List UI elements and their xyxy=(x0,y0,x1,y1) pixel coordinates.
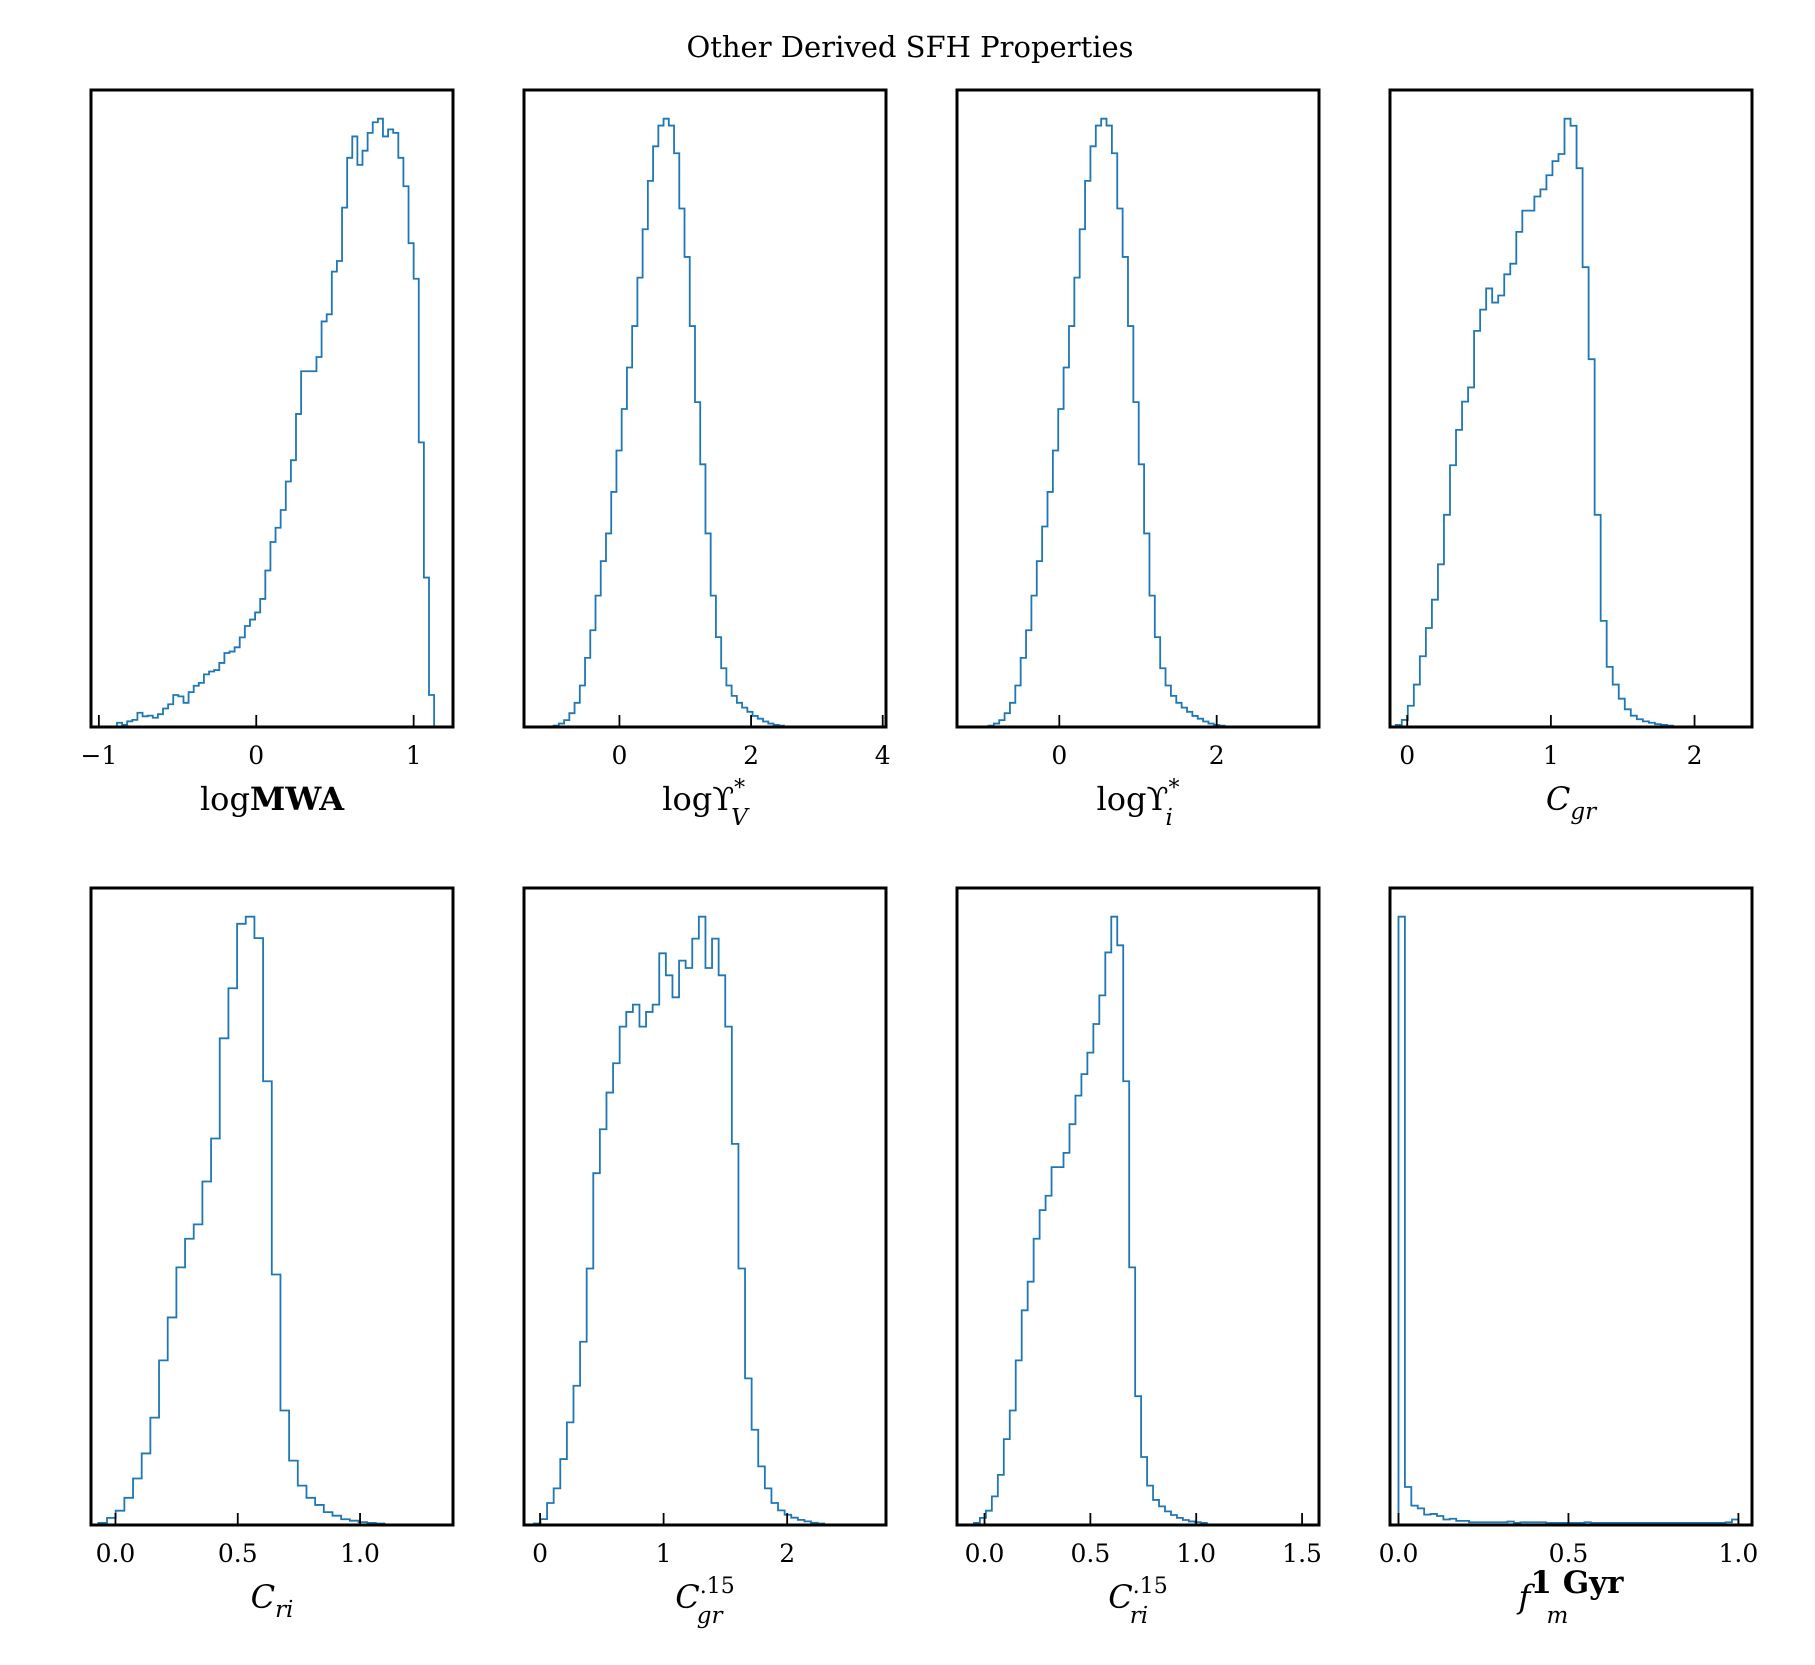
axes-frame xyxy=(89,88,455,729)
x-tick-label: 0 xyxy=(1051,741,1067,770)
histogram-panel-3: 0 2 logϒ* i xyxy=(955,88,1321,831)
x-tick-label: 0.0 xyxy=(1379,1539,1419,1568)
x-axis-label-prefix: log xyxy=(662,780,712,818)
x-tick-label: 0.5 xyxy=(218,1539,258,1568)
x-axis-label-subscript: V xyxy=(731,805,750,831)
x-tick-label: 0.0 xyxy=(96,1539,136,1568)
x-axis-label-prefix: log xyxy=(200,780,250,818)
x-tick-label: 1.5 xyxy=(1282,1539,1322,1568)
x-axis-label: logϒ* V xyxy=(662,776,750,831)
x-tick-label: 0 xyxy=(532,1539,548,1568)
histogram-step-line xyxy=(97,915,386,1525)
x-tick-label: 2 xyxy=(743,741,759,770)
histogram-panel-2: 0 2 4 logϒ* V xyxy=(522,88,891,831)
x-axis-label: logϒ* i xyxy=(1097,776,1180,831)
x-tick-label: 2 xyxy=(1209,741,1225,770)
histogram-step-line xyxy=(973,915,1208,1525)
x-axis-label-superscript: 1 Gyr xyxy=(1530,1565,1624,1601)
histogram-panel-1: −1 0 1 logMWA xyxy=(80,88,455,818)
x-tick-label: 0.5 xyxy=(1070,1539,1110,1568)
x-axis-label-main: C xyxy=(675,1578,699,1616)
axes-frame xyxy=(522,88,888,729)
x-tick-label: 1.0 xyxy=(340,1539,380,1568)
x-axis-label-main: ϒ xyxy=(712,780,734,818)
histogram-step-line xyxy=(987,117,1226,727)
x-axis-label-superscript: * xyxy=(1168,776,1179,801)
histogram-step-line xyxy=(1397,915,1740,1525)
x-tick-label: 2 xyxy=(779,1539,795,1568)
figure-title: Other Derived SFH Properties xyxy=(686,30,1133,64)
axes-frame xyxy=(1388,886,1754,1527)
x-axis-label: C.15 ri xyxy=(1108,1574,1167,1629)
x-axis-label: logMWA xyxy=(200,780,345,818)
x-axis-label-subscript: i xyxy=(1165,805,1172,831)
x-tick-label: 4 xyxy=(875,741,891,770)
x-axis-label-superscript: .15 xyxy=(700,1574,735,1599)
x-tick-label: 2 xyxy=(1687,741,1703,770)
x-tick-label: 1.0 xyxy=(1719,1539,1759,1568)
x-axis-label-main: C xyxy=(251,1578,275,1616)
axes-frame xyxy=(89,886,455,1527)
histogram-step-line xyxy=(106,117,436,728)
histogram-panel-8: 0.0 0.5 1.0 f1 Gyr m xyxy=(1379,886,1759,1629)
x-tick-label: 0 xyxy=(248,741,264,770)
x-tick-label: 0.5 xyxy=(1549,1539,1589,1568)
x-axis-label-main: C xyxy=(1108,1578,1132,1616)
histogram-panel-4: 0 1 2 Cgr xyxy=(1388,88,1754,825)
x-axis-label-superscript: .15 xyxy=(1133,1574,1168,1599)
x-axis-label-superscript: * xyxy=(734,776,745,801)
x-tick-label: 0.0 xyxy=(965,1539,1005,1568)
x-axis-label-subscript: m xyxy=(1547,1603,1569,1629)
x-tick-label: 1.0 xyxy=(1176,1539,1216,1568)
x-axis-label: Cri xyxy=(251,1578,294,1623)
axes-frame xyxy=(1388,88,1754,729)
histogram-panel-7: 0.0 0.5 1.0 1.5 C.15 ri xyxy=(955,886,1322,1629)
x-axis-label-subscript: ri xyxy=(275,1597,293,1623)
x-tick-label: 1 xyxy=(656,1539,672,1568)
x-axis-label: C.15 gr xyxy=(675,1574,734,1629)
x-tick-label: 0 xyxy=(1399,741,1415,770)
x-axis-label: Cgr xyxy=(1546,780,1598,825)
histogram-step-line xyxy=(532,915,826,1525)
x-tick-label: −1 xyxy=(80,741,117,770)
x-axis-label: f1 Gyr m xyxy=(1516,1565,1624,1629)
histogram-panel-6: 0 1 2 C.15 gr xyxy=(522,886,888,1629)
x-axis-label-subscript: gr xyxy=(1570,799,1598,825)
axes-frame xyxy=(522,886,888,1527)
axes-frame xyxy=(955,88,1321,729)
x-tick-label: 1 xyxy=(1543,741,1559,770)
x-axis-label-main: MWA xyxy=(250,780,345,818)
x-tick-label: 1 xyxy=(406,741,422,770)
histogram-panel-5: 0.0 0.5 1.0 Cri xyxy=(89,886,455,1623)
x-tick-label: 0 xyxy=(611,741,627,770)
histogram-step-line xyxy=(552,117,785,727)
x-axis-label-main: C xyxy=(1546,780,1570,818)
histogram-step-line xyxy=(1394,117,1674,727)
x-axis-label-subscript: ri xyxy=(1130,1603,1148,1629)
x-axis-label-prefix: log xyxy=(1097,780,1147,818)
x-axis-label-subscript: gr xyxy=(697,1603,725,1629)
x-axis-label-main: ϒ xyxy=(1147,780,1169,818)
axes-frame xyxy=(955,886,1321,1527)
